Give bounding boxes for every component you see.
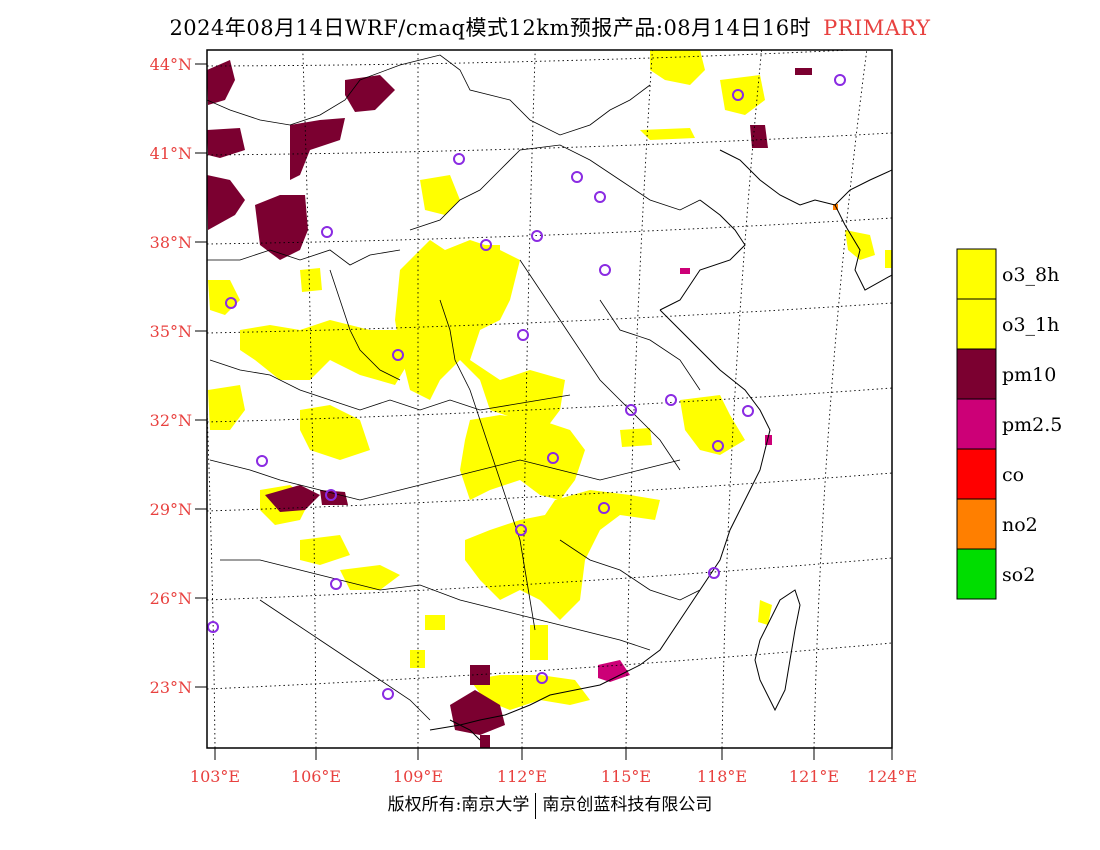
map-content xyxy=(207,50,892,748)
legend-swatch xyxy=(956,298,997,350)
parallel-line xyxy=(207,387,892,423)
station-marker xyxy=(480,239,492,251)
station-marker xyxy=(382,688,394,700)
lat-label: 41°N xyxy=(150,144,192,163)
station-marker xyxy=(330,578,342,590)
meridian-line xyxy=(625,50,653,748)
footer-separator xyxy=(535,792,537,819)
station-marker xyxy=(531,230,543,242)
parallel-line xyxy=(207,642,892,690)
pollutant-areas xyxy=(207,50,892,748)
parallel-line xyxy=(207,132,892,156)
lat-label: 44°N xyxy=(150,55,192,74)
lon-label: 106°E xyxy=(291,767,341,786)
legend: o3_8h o3_1h pm10 pm2.5 co no2 so2 xyxy=(956,248,1062,600)
legend-swatch xyxy=(956,498,997,550)
legend-label: pm2.5 xyxy=(1002,414,1062,436)
station-marker xyxy=(225,297,237,309)
station-marker xyxy=(547,452,559,464)
station-marker xyxy=(325,489,337,501)
station-marker xyxy=(256,455,268,467)
copyright-left: 版权所有:南京大学 xyxy=(387,795,530,815)
legend-label: o3_1h xyxy=(1002,314,1059,336)
station-marker xyxy=(207,621,219,633)
station-marker xyxy=(571,171,583,183)
station-marker xyxy=(515,524,527,536)
lon-label: 121°E xyxy=(789,767,839,786)
province-borders xyxy=(207,54,701,721)
lat-label: 29°N xyxy=(150,500,192,519)
lon-label: 118°E xyxy=(697,767,747,786)
legend-swatch xyxy=(956,348,997,400)
station-marker xyxy=(712,440,724,452)
meridian-line xyxy=(813,50,868,748)
legend-label: o3_8h xyxy=(1002,264,1059,286)
meridian-line xyxy=(891,732,892,748)
pm25-areas xyxy=(598,268,772,682)
lat-label: 38°N xyxy=(150,233,192,252)
lon-label: 124°E xyxy=(867,767,917,786)
lat-label: 26°N xyxy=(150,589,192,608)
legend-label: so2 xyxy=(1002,564,1035,586)
station-marker xyxy=(453,153,465,165)
station-marker xyxy=(625,404,637,416)
copyright-footer: 版权所有:南京大学 南京创蓝科技有限公司 xyxy=(0,790,1100,819)
meridian-line xyxy=(721,50,763,748)
lat-label: 23°N xyxy=(150,678,192,697)
meridian-line xyxy=(302,50,317,748)
o3-areas xyxy=(208,50,892,710)
station-marker xyxy=(517,329,529,341)
lon-label: 112°E xyxy=(497,767,547,786)
meridian-line xyxy=(521,50,536,748)
parallel-line xyxy=(207,50,861,67)
lon-labels: 103°E 106°E 109°E 112°E 115°E 118°E 121°E 124°E xyxy=(190,767,917,786)
legend-swatch xyxy=(956,448,997,500)
station-marker xyxy=(742,405,754,417)
station-marker xyxy=(536,672,548,684)
parallel-line xyxy=(207,302,892,334)
map-frame xyxy=(206,49,893,749)
taiwan-outline xyxy=(754,589,801,712)
lat-labels: 44°N 41°N 38°N 35°N 32°N 29°N 26°N 23°N xyxy=(150,55,192,697)
legend-label: no2 xyxy=(1002,514,1038,536)
station-marker xyxy=(392,349,404,361)
station-markers xyxy=(207,74,846,700)
station-marker xyxy=(599,264,611,276)
parallel-line xyxy=(207,217,892,245)
parallel-line xyxy=(207,472,892,512)
axis-ticks xyxy=(195,63,893,760)
title-text: 2024年08月14日WRF/cmaq模式12km预报产品:08月14日16时 xyxy=(169,16,812,40)
legend-swatch xyxy=(956,248,997,300)
primary-tag: PRIMARY xyxy=(823,16,931,40)
legend-label: pm10 xyxy=(1002,364,1056,386)
lon-label: 103°E xyxy=(190,767,240,786)
map-title: 2024年08月14日WRF/cmaq模式12km预报产品:08月14日16时 P… xyxy=(0,12,1100,42)
legend-label: co xyxy=(1002,464,1024,486)
graticule xyxy=(207,50,892,748)
station-marker xyxy=(708,567,720,579)
parallel-line xyxy=(207,557,892,601)
lat-label: 32°N xyxy=(150,411,192,430)
legend-swatch xyxy=(956,398,997,450)
station-marker xyxy=(598,502,610,514)
station-marker xyxy=(321,226,333,238)
shandong-coast xyxy=(659,199,746,311)
lat-label: 35°N xyxy=(150,322,192,341)
station-marker xyxy=(594,191,606,203)
station-marker xyxy=(665,394,677,406)
korea-coast xyxy=(834,169,892,291)
station-marker xyxy=(732,89,744,101)
lon-label: 109°E xyxy=(393,767,443,786)
leizhou-coast xyxy=(449,719,481,741)
station-marker xyxy=(834,74,846,86)
copyright-right: 南京创蓝科技有限公司 xyxy=(542,795,713,815)
legend-swatch xyxy=(956,548,997,600)
bohai-coast xyxy=(719,149,836,206)
lon-label: 115°E xyxy=(601,767,651,786)
